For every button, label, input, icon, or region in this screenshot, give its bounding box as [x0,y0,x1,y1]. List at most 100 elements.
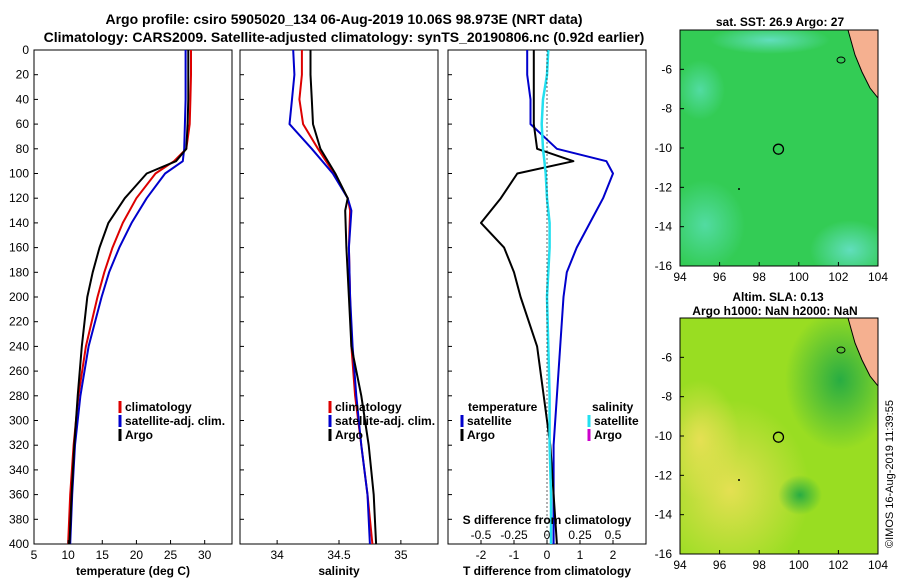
title-line-2: Climatology: CARS2009. Satellite-adjuste… [44,29,645,45]
legend-label-s-argo: Argo [594,428,622,442]
salinity-xlabel: salinity [318,564,360,578]
sla-high-patch-w [680,380,740,500]
depth-tick-label: 300 [9,414,29,428]
depth-tick-label: 140 [9,216,29,230]
depth-tick-label: 160 [9,241,29,255]
sla-map [680,318,878,554]
map-x-tick-label: 104 [868,558,888,572]
map-x-tick-label: 94 [673,270,687,284]
depth-tick-label: 380 [9,512,29,526]
sst-argo-location-marker [772,143,785,155]
sst-cool-patch-sw [680,180,745,266]
series-line-argo [309,50,378,544]
sla-low-patch-s [778,475,822,515]
map-x-tick-label: 104 [868,270,888,284]
sst-land [848,30,878,98]
series-line-satellite-adj-clim- [288,50,371,544]
map-y-tick-label: -12 [655,468,673,482]
sla-map-title: Altim. SLA: 0.13 [732,290,824,304]
map-y-tick-label: -8 [661,390,672,404]
sst-cool-patch-n [710,30,830,54]
map-x-tick-label: 94 [673,558,687,572]
map-y-tick-label: -16 [655,547,673,561]
depth-tick-label: 180 [9,265,29,279]
x-tick-label: 2 [610,548,617,562]
temperature-xlabel: temperature (deg C) [76,564,190,578]
depth-tick-label: 0 [22,43,29,57]
map-y-tick-label: -6 [661,62,672,76]
difference-xlabel: T difference from climatology [463,564,631,578]
temperature-series [67,50,192,544]
series-line-t-argo [480,50,575,544]
map-x-tick-label: 100 [789,270,809,284]
axis-ticks: 5 10 15 20 25 30 34 34.5 35 -2 -1 0 1 2 -0.5 -0.25 0 0.25… [31,49,622,562]
map-y-tick-label: -6 [661,350,672,364]
series-line-satellite-adj-clim- [69,50,187,544]
series-line-argo [68,50,190,544]
map-x-tick-label: 96 [713,558,727,572]
depth-tick-label: 220 [9,315,29,329]
legend-label-t-satellite: satellite [467,414,512,428]
x-tick-label: 15 [96,548,110,562]
legend-label-climatology-2: climatology [335,400,402,414]
difference-legend: temperature salinity satellite Argo sate… [460,400,639,527]
sst-island [836,56,846,64]
sst-map [680,30,878,266]
sla-low-patch-ne [785,318,878,450]
map-y-tick-label: -10 [655,429,673,443]
salinity-legend: climatology satellite-adj. clim. Argo [328,400,435,442]
x2-tick-label: -0.5 [471,528,492,542]
depth-tick-label: 80 [16,142,30,156]
map-y-tick-label: -14 [655,508,673,522]
map-y-tick-label: -14 [655,220,673,234]
sla-argo-location-marker [772,431,785,443]
temperature-legend: climatology satellite-adj. clim. Argo [118,400,225,442]
legend-label-satellite: satellite-adj. clim. [125,414,225,428]
series-line-climatology [298,50,374,544]
sst-coastline [847,30,878,99]
map-x-tick-label: 98 [753,558,767,572]
title-line-1: Argo profile: csiro 5905020_134 06-Aug-2… [106,11,583,27]
depth-tick-label: 280 [9,389,29,403]
x-tick-label: 34.5 [327,548,351,562]
depth-tick-label: 400 [9,537,29,551]
depth-tick-label: 360 [9,488,29,502]
series-line-t-satellite [526,50,614,544]
legend-label-t-argo: Argo [467,428,495,442]
map-y-tick-label: -8 [661,102,672,116]
x2-tick-label: 0.5 [605,528,622,542]
depth-tick-label: 260 [9,364,29,378]
sst-cool-patch-nw [680,60,725,120]
x-tick-label: 10 [61,548,75,562]
depth-tick-label: 20 [16,68,30,82]
x-tick-label: 30 [198,548,212,562]
map-x-tick-label: 96 [713,270,727,284]
series-line-s-satellite [540,50,553,544]
sla-map-ticks: 94 96 98 100 102 104 -6 -8 -10 -12 -14 -16 [655,350,889,572]
x-tick-label: 34 [270,548,284,562]
temperature-panel [33,49,233,545]
map-y-tick-label: -10 [655,141,673,155]
x-tick-label: 20 [130,548,144,562]
sst-islet [738,188,740,190]
map-x-tick-label: 102 [828,558,848,572]
x-tick-label: 1 [577,548,584,562]
map-x-tick-label: 102 [828,270,848,284]
legend-label-argo: Argo [125,428,153,442]
depth-tick-label: 40 [16,92,30,106]
x-tick-label: 5 [31,548,38,562]
map-y-tick-label: -12 [655,180,673,194]
depth-tick-label: 200 [9,290,29,304]
legend-label-climatology: climatology [125,400,192,414]
sst-map-ticks: 94 96 98 100 102 104 -6 -8 -10 -12 -14 -16 [655,62,889,284]
x-tick-label: -2 [476,548,487,562]
legend-label-satellite-2: satellite-adj. clim. [335,414,435,428]
depth-tick-label: 240 [9,339,29,353]
depth-tick-label: 320 [9,438,29,452]
x-tick-label: -1 [509,548,520,562]
x2-tick-label: -0.25 [500,528,528,542]
depth-tick-label: 100 [9,167,29,181]
legend-title-salinity: salinity [592,400,634,414]
map-x-tick-label: 98 [753,270,767,284]
salinity-series [288,50,378,544]
